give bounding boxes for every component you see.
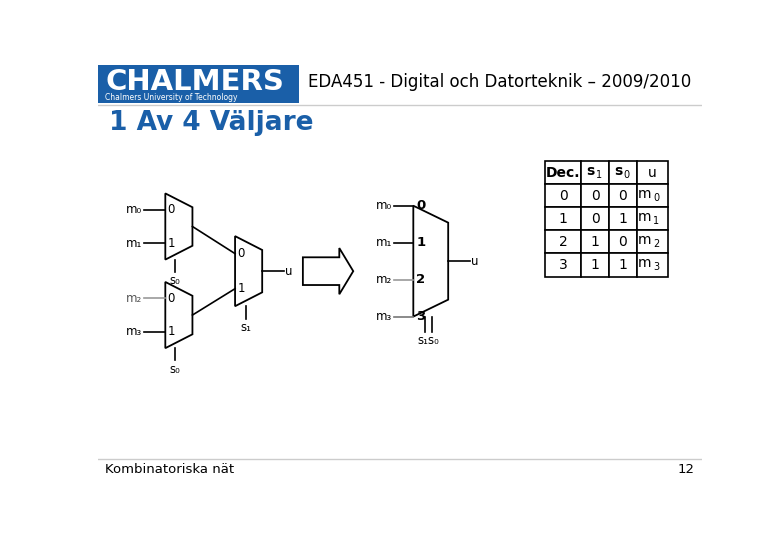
Bar (545, 184, 581, 207)
Bar (581, 184, 609, 207)
Text: 1: 1 (653, 216, 659, 226)
Text: 1: 1 (168, 325, 176, 338)
Text: 0: 0 (559, 188, 568, 202)
Text: 0: 0 (619, 188, 627, 202)
Text: m: m (638, 210, 651, 224)
Text: 1: 1 (596, 170, 602, 180)
Text: m₂: m₂ (376, 273, 392, 286)
Text: 1: 1 (590, 258, 600, 272)
Bar (581, 231, 609, 253)
Text: u: u (648, 166, 657, 180)
Text: Chalmers University of Technology: Chalmers University of Technology (105, 93, 238, 103)
Text: EDA451 - Digital och Datorteknik – 2009/2010: EDA451 - Digital och Datorteknik – 2009/… (308, 73, 692, 91)
Bar (637, 253, 668, 276)
Bar (581, 253, 609, 276)
Text: 0: 0 (168, 204, 175, 217)
Text: 0: 0 (619, 235, 627, 249)
Bar (637, 184, 668, 207)
Text: 1: 1 (619, 258, 627, 272)
Text: 12: 12 (677, 463, 694, 476)
Text: 2: 2 (653, 239, 659, 249)
Text: 1: 1 (237, 282, 245, 295)
Text: 1: 1 (619, 212, 627, 226)
Bar (609, 253, 637, 276)
Text: 1: 1 (168, 237, 176, 249)
Text: u: u (285, 265, 293, 278)
Text: 0: 0 (417, 199, 426, 212)
Bar (637, 161, 668, 184)
Text: s₁: s₁ (241, 321, 252, 334)
Bar (545, 161, 581, 184)
Text: m: m (638, 233, 651, 247)
Bar (581, 161, 609, 184)
Bar (637, 231, 668, 253)
Text: u: u (471, 255, 479, 268)
Bar (581, 207, 609, 231)
Text: Kombinatoriska nät: Kombinatoriska nät (105, 463, 234, 476)
Bar (609, 161, 637, 184)
Text: m₃: m₃ (376, 310, 392, 323)
Bar (609, 231, 637, 253)
Text: m₁: m₁ (126, 237, 142, 249)
Text: 1 Av 4 Väljare: 1 Av 4 Väljare (109, 110, 314, 136)
Text: 0: 0 (168, 292, 175, 305)
Text: s₀: s₀ (169, 363, 180, 376)
Text: m: m (638, 187, 651, 201)
Text: 3: 3 (653, 262, 659, 272)
Text: m₀: m₀ (126, 204, 142, 217)
Text: Dec.: Dec. (546, 166, 580, 180)
Text: m₀: m₀ (376, 199, 392, 212)
Text: 1: 1 (558, 212, 568, 226)
Text: 2: 2 (559, 235, 568, 249)
Text: s₀: s₀ (169, 274, 180, 287)
Text: 3: 3 (559, 258, 568, 272)
Bar (545, 231, 581, 253)
Text: 1: 1 (590, 235, 600, 249)
Text: m₃: m₃ (126, 325, 142, 338)
Text: m: m (638, 256, 651, 271)
Text: 1: 1 (417, 236, 426, 249)
Text: s: s (586, 164, 594, 178)
Bar (637, 207, 668, 231)
Text: 0: 0 (590, 212, 599, 226)
Text: s: s (614, 164, 622, 178)
Text: 0: 0 (653, 193, 659, 203)
Text: 0: 0 (237, 247, 245, 260)
Text: 0: 0 (624, 170, 630, 180)
Text: m₁: m₁ (376, 236, 392, 249)
Text: 0: 0 (590, 188, 599, 202)
Bar (98, 65, 299, 103)
Bar (609, 207, 637, 231)
Text: m₂: m₂ (126, 292, 142, 305)
Bar (545, 207, 581, 231)
Text: 2: 2 (417, 273, 426, 286)
Bar (545, 253, 581, 276)
Text: CHALMERS: CHALMERS (105, 68, 284, 96)
Text: s₁s₀: s₁s₀ (417, 334, 439, 347)
Bar (609, 184, 637, 207)
Text: 3: 3 (417, 310, 426, 323)
